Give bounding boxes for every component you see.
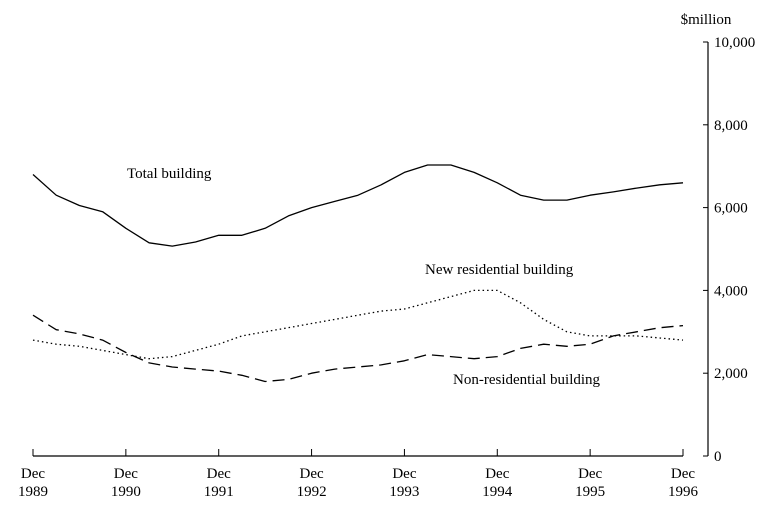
y-tick-label: 2,000 [714, 366, 748, 382]
y-tick-label: 8,000 [714, 118, 748, 134]
y-tick-label: 6,000 [714, 201, 748, 217]
x-tick-label: Dec 1991 [204, 466, 234, 500]
series-line [32, 164, 684, 247]
x-tick-label: Dec 1996 [668, 466, 699, 500]
y-tick-label: 10,000 [714, 35, 755, 51]
y-tick-label: 4,000 [714, 283, 748, 299]
series-label: Non-residential building [453, 372, 601, 388]
x-tick-label: Dec 1993 [389, 466, 419, 500]
x-tick-label: Dec 1995 [575, 466, 605, 500]
y-axis-label: $million [681, 12, 732, 28]
y-tick-label: 0 [714, 449, 722, 465]
x-tick-label: Dec 1989 [18, 466, 48, 500]
series-label: Total building [127, 166, 212, 182]
series-line [32, 314, 684, 383]
series-line [32, 289, 684, 360]
x-tick-label: Dec 1992 [297, 466, 327, 500]
x-tick-label: Dec 1990 [111, 466, 141, 500]
x-tick-label: Dec 1994 [482, 466, 513, 500]
series-label: New residential building [425, 262, 574, 278]
